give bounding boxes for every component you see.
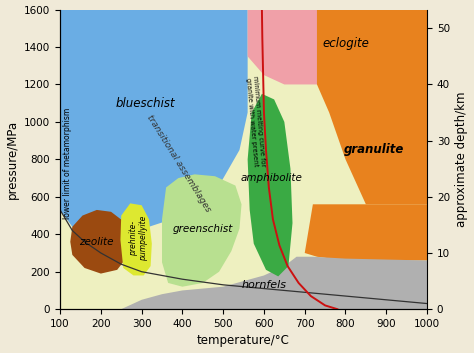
Polygon shape: [60, 10, 247, 236]
Text: eclogite: eclogite: [322, 37, 369, 50]
Text: greenschist: greenschist: [173, 224, 233, 234]
Text: zeolite: zeolite: [80, 237, 114, 247]
Polygon shape: [120, 203, 152, 275]
Polygon shape: [305, 204, 427, 261]
Text: granulite: granulite: [344, 144, 404, 156]
Text: blueschist: blueschist: [116, 97, 175, 110]
Text: transitional assemblages: transitional assemblages: [145, 113, 212, 213]
Text: prehnite-
pumpellyite: prehnite- pumpellyite: [129, 215, 148, 261]
X-axis label: temperature/°C: temperature/°C: [197, 334, 290, 347]
Polygon shape: [70, 210, 128, 274]
Text: hornfels: hornfels: [241, 280, 286, 290]
Y-axis label: approximate depth/km: approximate depth/km: [456, 92, 468, 227]
Text: lower limit of metamorphism: lower limit of metamorphism: [63, 107, 72, 219]
Polygon shape: [247, 10, 427, 84]
Polygon shape: [317, 10, 427, 204]
Text: minimum melting curve for
granite with water present: minimum melting curve for granite with w…: [245, 76, 265, 168]
Polygon shape: [121, 257, 427, 309]
Y-axis label: pressure/MPa: pressure/MPa: [6, 120, 18, 199]
Polygon shape: [247, 94, 292, 276]
Polygon shape: [162, 174, 242, 287]
Text: amphibolite: amphibolite: [240, 173, 302, 183]
